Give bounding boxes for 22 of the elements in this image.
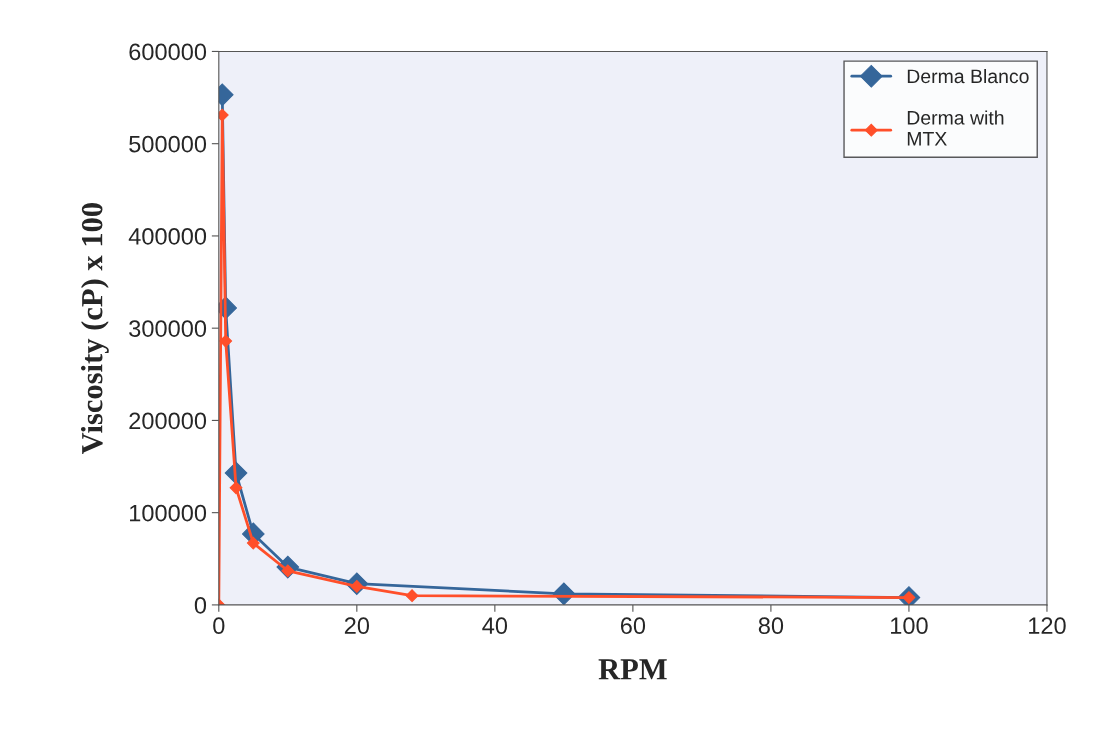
y-tick-label: 600000: [129, 43, 207, 61]
point: [405, 589, 419, 603]
x-tick-label: 80: [758, 617, 784, 635]
point: [246, 536, 260, 550]
x-tick-label: 20: [344, 617, 370, 635]
y-tick-label: 0: [194, 596, 207, 614]
y-tick-label: 400000: [128, 228, 207, 245]
point: [219, 334, 233, 348]
y-tick-label: 500000: [129, 135, 207, 153]
x-tick-label: 60: [620, 617, 646, 635]
legend-label: Derma Blanco: [907, 68, 1029, 84]
y-tick-label: 300000: [129, 320, 207, 337]
y-tick-label: 100000: [130, 504, 207, 522]
y-axis-title: Viscosity (cP) x 100: [80, 203, 109, 455]
y-tick-label: 200000: [129, 412, 207, 430]
x-tick-label: 100: [891, 617, 928, 635]
x-axis-title: RPM: [598, 659, 667, 680]
legend-label: Derma with MTX: [907, 110, 1004, 146]
point: [229, 481, 243, 495]
x-tick-label: 40: [482, 617, 508, 635]
x-tick-label: 120: [1029, 617, 1066, 635]
x-tick-label: 0: [213, 617, 225, 635]
